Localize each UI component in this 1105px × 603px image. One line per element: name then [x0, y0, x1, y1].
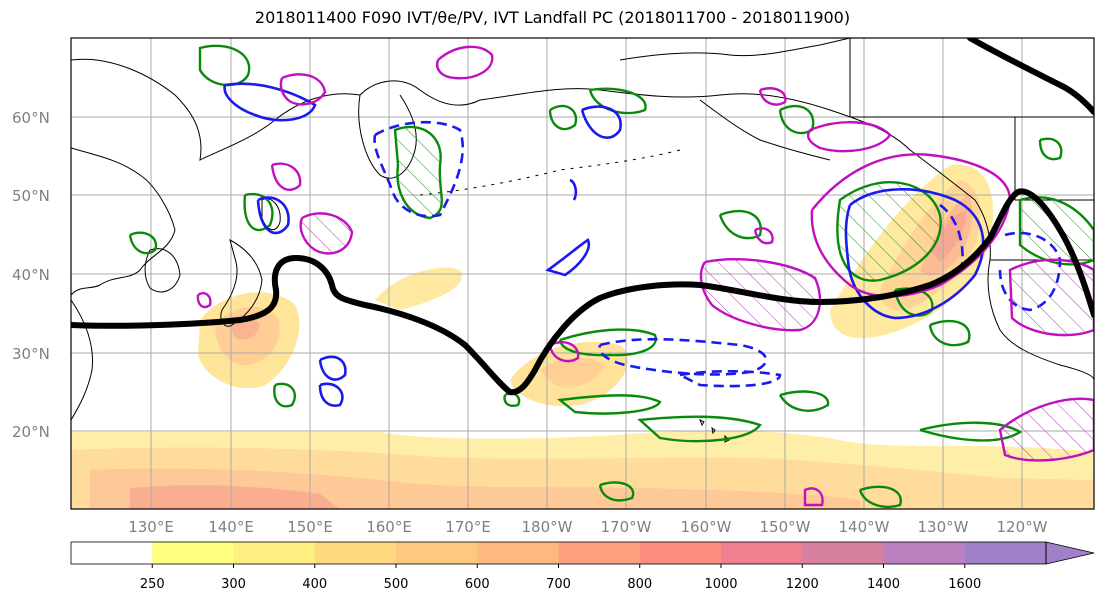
colorbar-extend-arrow — [1045, 541, 1095, 565]
lat-label-50: 50°N — [12, 187, 50, 205]
ivt-shading — [71, 164, 1094, 509]
lon-label-180w: 180°W — [522, 518, 573, 536]
lon-label-140w: 140°W — [839, 518, 890, 536]
colorbar-tick-label: 1000 — [704, 577, 737, 592]
colorbar-tick-label: 600 — [465, 577, 490, 592]
landfall-pc-line-north — [967, 38, 1094, 115]
colorbar-cells — [71, 542, 1047, 564]
colorbar-tick-label: 1600 — [948, 577, 981, 592]
lon-label-160e: 160°E — [366, 518, 412, 536]
lon-label-150e: 150°E — [287, 518, 333, 536]
colorbar-cell — [233, 542, 316, 564]
map-border — [70, 37, 1095, 510]
pv-contours — [128, 44, 1094, 509]
coastlines — [71, 38, 1094, 443]
lon-label-170e: 170°E — [445, 518, 491, 536]
colorbar-tick-label: 500 — [384, 577, 409, 592]
colorbar-cell — [721, 542, 803, 564]
lon-label-160w: 160°W — [681, 518, 732, 536]
colorbar-cell — [152, 542, 234, 564]
lon-label-130e: 130°E — [128, 518, 174, 536]
colorbar-cell — [964, 542, 1047, 564]
colorbar-cell — [477, 542, 559, 564]
longitude-labels: 130°E 140°E 150°E 160°E 170°E 180°W 170°… — [128, 518, 1047, 536]
colorbar-cell — [71, 542, 153, 564]
lon-label-120w: 120°W — [997, 518, 1048, 536]
colorbar-cell — [314, 542, 397, 564]
colorbar-cell — [396, 542, 478, 564]
lat-label-40: 40°N — [12, 266, 50, 284]
latitude-labels: 60°N 50°N 40°N 30°N 20°N — [12, 109, 50, 441]
colorbar-tick-label: 400 — [302, 577, 327, 592]
colorbar-tick-label: 700 — [546, 577, 571, 592]
landfall-pc-line — [71, 188, 1094, 396]
lon-label-170w: 170°W — [601, 518, 652, 536]
lat-label-60: 60°N — [12, 109, 50, 127]
chart-title: 2018011400 F090 IVT/θe/PV, IVT Landfall … — [254, 8, 851, 27]
colorbar-cell — [639, 542, 722, 564]
lon-label-130w: 130°W — [918, 518, 969, 536]
lon-label-150w: 150°W — [760, 518, 811, 536]
colorbar-tick-label: 1200 — [786, 577, 819, 592]
lat-label-20: 20°N — [12, 423, 50, 441]
lon-label-140e: 140°E — [208, 518, 254, 536]
colorbar-cell — [802, 542, 884, 564]
colorbar-tick-label: 800 — [627, 577, 652, 592]
colorbar-tick-label: 300 — [221, 577, 246, 592]
colorbar-labels: 250 300 400 500 600 700 800 1000 1200 1400 1600 — [140, 564, 981, 592]
colorbar-tick-label: 250 — [140, 577, 165, 592]
lat-label-30: 30°N — [12, 345, 50, 363]
colorbar-cell — [558, 542, 641, 564]
colorbar: 250 300 400 500 600 700 800 1000 1200 1400 1600 — [70, 541, 1095, 592]
colorbar-cell — [883, 542, 966, 564]
colorbar-tick-label: 1400 — [867, 577, 900, 592]
